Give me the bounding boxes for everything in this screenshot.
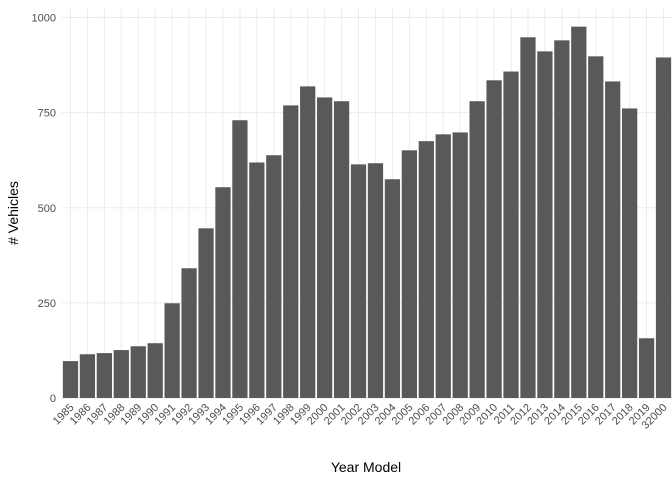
bar xyxy=(96,353,112,398)
bar xyxy=(333,101,350,398)
bar xyxy=(520,37,536,399)
bar xyxy=(384,179,401,398)
bar xyxy=(588,56,604,398)
labels: 0250500750100019851986198719881989199019… xyxy=(32,13,670,432)
bar xyxy=(164,303,180,398)
bar xyxy=(605,81,621,398)
bar xyxy=(503,71,519,398)
bar xyxy=(638,338,655,398)
bar xyxy=(571,26,587,399)
bar xyxy=(469,101,485,398)
bar xyxy=(350,164,367,398)
bar xyxy=(215,187,231,398)
bar xyxy=(266,155,282,398)
bar xyxy=(486,80,502,398)
bar xyxy=(367,163,384,398)
y-tick-label: 500 xyxy=(38,203,56,215)
bar xyxy=(147,343,163,398)
bar xyxy=(435,134,451,398)
bar xyxy=(418,141,434,399)
bar xyxy=(249,162,265,398)
bar xyxy=(655,57,672,399)
y-tick-label: 250 xyxy=(38,298,56,310)
y-axis-title: # Vehicles xyxy=(5,181,21,245)
bar xyxy=(79,354,96,398)
bar xyxy=(232,120,248,399)
bar xyxy=(622,108,638,398)
x-axis-title: Year Model xyxy=(331,459,401,475)
bar xyxy=(317,97,333,398)
bar xyxy=(401,150,417,398)
bar xyxy=(300,86,316,398)
bar xyxy=(113,350,129,398)
bar xyxy=(181,268,197,398)
bar xyxy=(537,51,553,398)
bar xyxy=(554,40,570,399)
bar xyxy=(283,105,299,398)
bar xyxy=(62,361,79,398)
y-tick-label: 750 xyxy=(38,108,56,120)
bar xyxy=(130,346,146,398)
bar xyxy=(452,132,468,399)
bar xyxy=(198,228,214,398)
bars xyxy=(62,26,672,399)
y-tick-label: 1000 xyxy=(32,13,56,25)
y-tick-label: 0 xyxy=(50,393,56,405)
